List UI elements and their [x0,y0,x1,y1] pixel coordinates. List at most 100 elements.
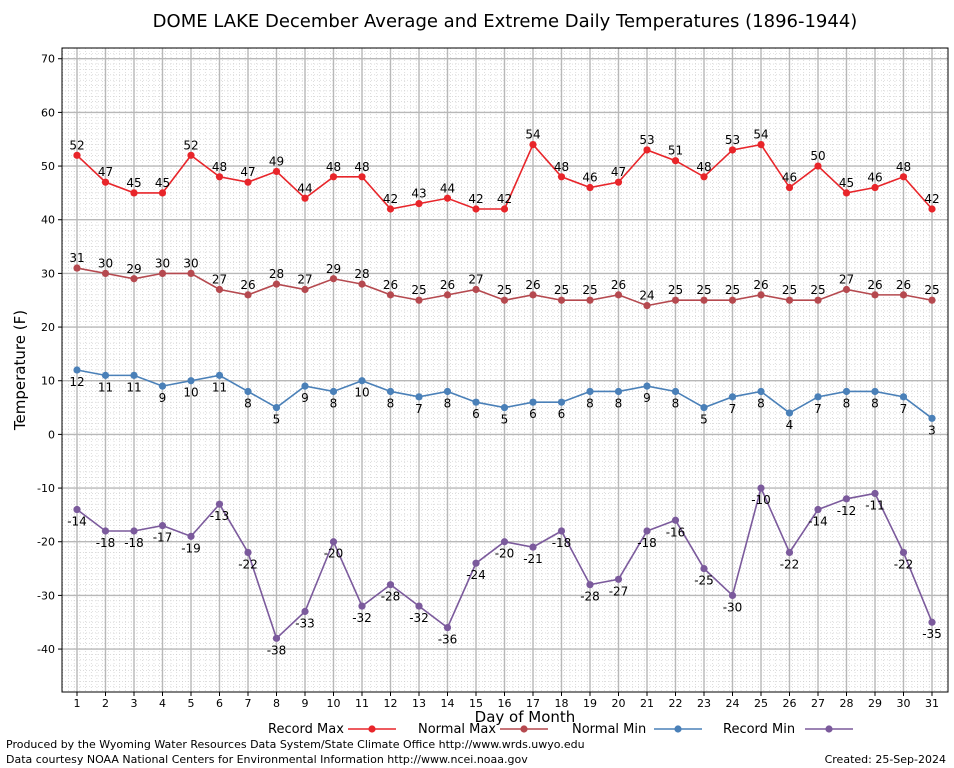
normal-max-point [472,285,480,294]
x-tick-label: 15 [469,697,483,710]
record-max-point [272,167,281,176]
record-max-point [614,178,623,186]
normal-min-data-label: 8 [244,396,252,410]
normal-max-point [386,291,395,299]
record-max-data-label: 52 [69,138,84,152]
normal-max-point [73,264,81,272]
normal-min-point [329,387,338,396]
x-tick-label: 1 [74,697,81,710]
normal-max-point [529,291,537,299]
normal-min-data-label: 3 [928,423,936,437]
normal-min-data-label: 8 [672,396,680,410]
record-min-legend-label: Record Min [723,722,795,737]
x-tick-label: 28 [840,697,854,710]
record-min-data-label: -36 [438,633,458,647]
normal-max-legend-label: Normal Max [418,722,496,737]
normal-max-data-label: 26 [867,278,882,292]
record-max-point [301,194,309,202]
y-tick-label: 40 [41,214,55,227]
x-tick-label: 6 [216,697,223,710]
normal-max-data-label: 25 [782,283,797,297]
record-max-data-label: 53 [639,133,654,147]
record-max-point [643,146,651,154]
x-tick-label: 8 [273,697,280,710]
record-min-data-label: -27 [609,584,629,598]
normal-min-point [643,382,651,390]
normal-min-point [557,398,566,406]
normal-max-point [130,275,138,283]
record-min-point [643,527,651,535]
record-max-point [158,189,167,197]
normal-min-point [472,398,480,406]
normal-max-point [301,285,309,294]
normal-min-point [443,387,452,396]
normal-min-data-label: 5 [501,413,509,427]
normal-min-data-label: 8 [615,396,623,410]
record-min-data-label: -14 [67,515,87,529]
record-max-point [899,173,908,181]
record-min-point [842,495,851,503]
normal-min-data-label: 6 [472,407,480,421]
normal-min-data-label: 12 [69,375,84,389]
record-max-point [187,151,195,159]
normal-min-point [928,414,936,422]
normal-min-legend-label: Normal Min [572,722,646,737]
record-min-point [871,489,879,498]
normal-max-data-label: 25 [411,283,426,297]
y-tick-label: 60 [41,106,55,119]
normal-max-data-label: 26 [753,278,768,292]
record-max-data-label: 42 [383,192,398,206]
normal-min-data-label: 8 [757,396,765,410]
record-max-point [842,189,851,197]
record-min-point [472,559,480,567]
normal-min-point [728,393,737,401]
normal-min-point [215,371,224,379]
record-min-data-label: -13 [210,509,230,523]
y-tick-label: 10 [41,375,55,388]
normal-max-point [842,285,851,294]
record-min-data-label: -11 [865,498,885,512]
normal-min-data-label: 11 [126,380,141,394]
record-min-point [244,548,252,557]
produced-by-credit: Produced by the Wyoming Water Resources … [6,738,585,751]
x-tick-label: 16 [498,697,512,710]
created-date: Created: 25-Sep-2024 [824,753,946,766]
x-tick-label: 17 [526,697,540,710]
record-min-data-label: -28 [381,590,401,604]
record-max-point [785,183,794,192]
record-max-data-label: 42 [497,192,512,206]
x-tick-label: 31 [925,697,939,710]
normal-max-data-label: 25 [810,283,825,297]
normal-max-data-label: 27 [212,273,227,287]
x-tick-label: 10 [327,697,341,710]
normal-max-data-label: 30 [155,256,170,270]
normal-max-point [928,296,936,304]
record-max-data-label: 44 [440,181,455,195]
normal-min-point [899,393,908,401]
normal-max-data-label: 26 [611,278,626,292]
y-tick-label: 20 [41,321,55,334]
normal-min-data-label: 8 [586,396,594,410]
normal-min-point [785,409,794,417]
y-axis-label: Temperature (F) [11,310,29,431]
normal-min-data-label: 10 [354,386,369,400]
record-min-data-label: -18 [552,536,572,550]
record-min-data-label: -22 [894,557,914,571]
record-min-point [614,575,623,583]
normal-min-data-label: 11 [212,380,227,394]
normal-max-data-label: 25 [696,283,711,297]
normal-max-point [671,296,680,304]
record-min-data-label: -33 [295,617,315,631]
record-max-data-label: 48 [354,160,369,174]
record-min-point [700,564,708,573]
record-max-data-label: 46 [867,171,882,185]
x-tick-label: 12 [384,697,398,710]
normal-max-point [757,291,765,299]
x-tick-label: 7 [245,697,252,710]
x-tick-label: 29 [868,697,882,710]
normal-min-point [614,387,623,396]
record-min-point [671,516,680,524]
record-min-point [899,548,908,557]
y-tick-label: -10 [37,482,55,495]
record-min-data-label: -18 [96,536,116,550]
